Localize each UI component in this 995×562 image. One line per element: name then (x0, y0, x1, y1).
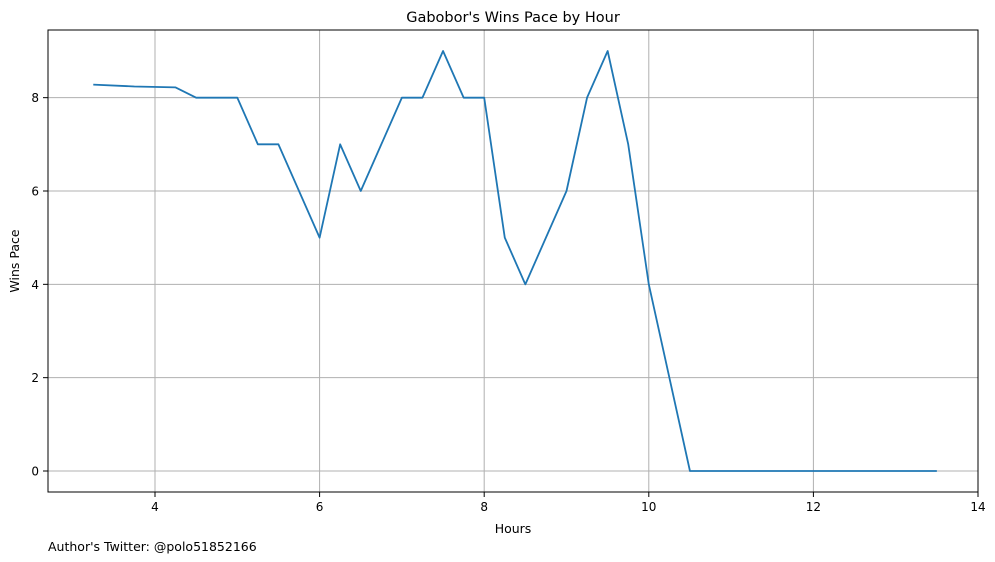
x-tick-label: 12 (806, 500, 821, 514)
y-tick-label: 2 (31, 371, 39, 385)
author-footnote: Author's Twitter: @polo51852166 (48, 539, 257, 554)
x-tick-label: 6 (316, 500, 324, 514)
x-tick-label: 4 (151, 500, 159, 514)
y-tick-label: 6 (31, 185, 39, 199)
y-axis-ticks: 0 2 4 6 8 (31, 91, 48, 479)
plot-frame (47, 29, 979, 493)
series-layer (93, 50, 937, 472)
grid-lines (48, 30, 978, 492)
y-axis-label: Wins Pace (7, 229, 22, 292)
y-tick-label: 0 (31, 465, 39, 479)
series-line (93, 50, 937, 472)
x-axis-ticks: 4 6 8 10 12 14 (151, 492, 986, 514)
x-tick-label: 8 (480, 500, 488, 514)
x-tick-label: 14 (970, 500, 985, 514)
y-tick-label: 4 (31, 278, 39, 292)
chart-title: Gabobor's Wins Pace by Hour (406, 10, 620, 26)
x-axis-label: Hours (495, 521, 532, 536)
x-tick-label: 10 (641, 500, 656, 514)
y-tick-label: 8 (31, 91, 39, 105)
